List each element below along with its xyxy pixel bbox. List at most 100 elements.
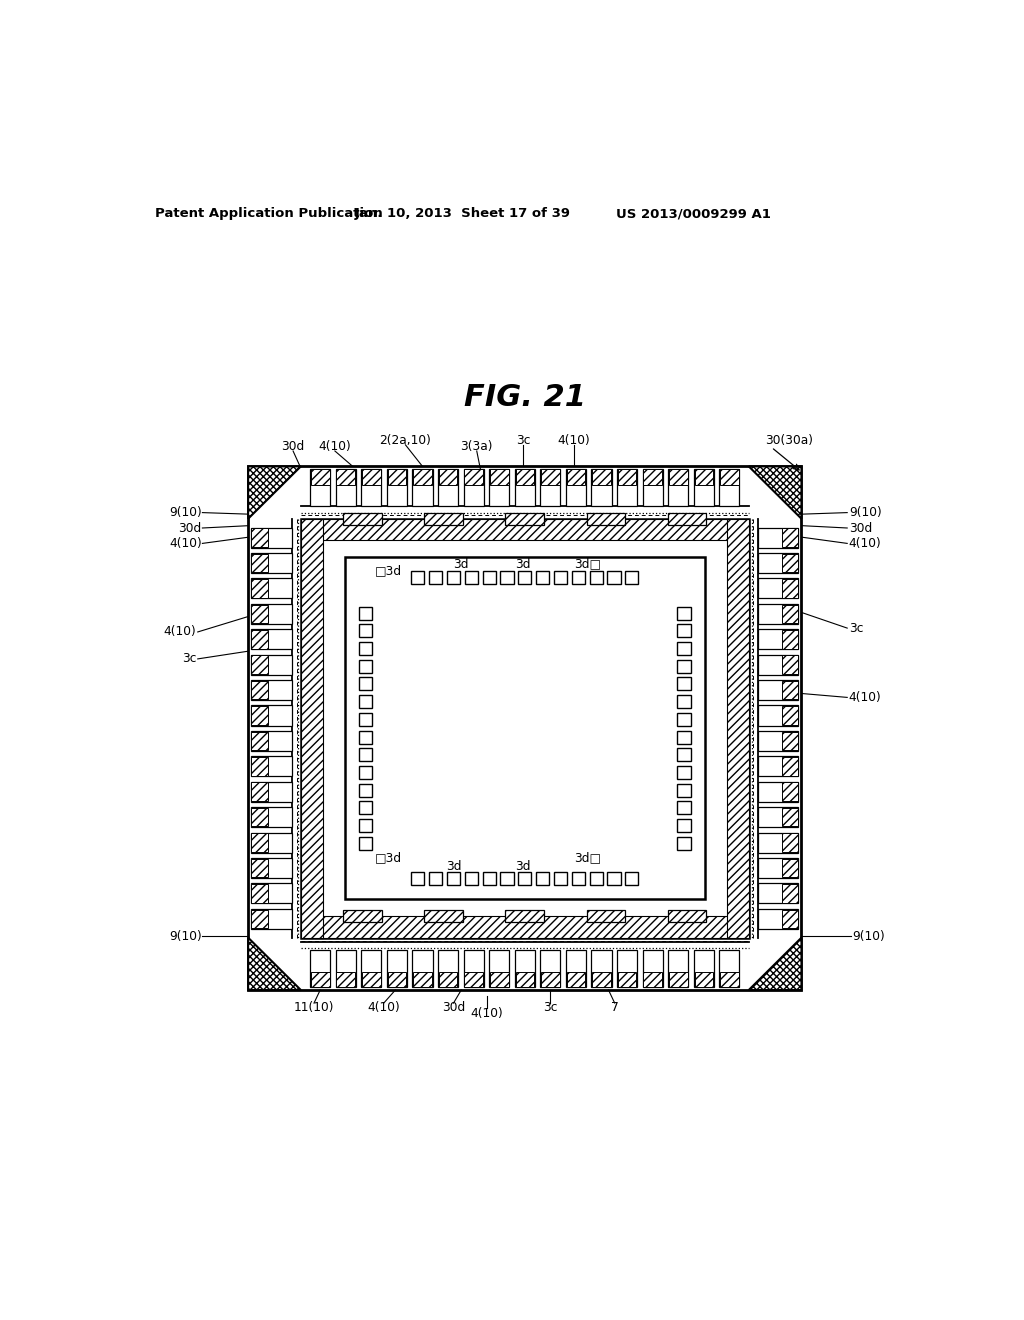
Bar: [678, 784, 690, 797]
Bar: [758, 781, 799, 801]
Bar: [489, 470, 509, 484]
Bar: [251, 807, 292, 828]
Bar: [251, 858, 292, 878]
Text: 4(10): 4(10): [164, 626, 197, 639]
Bar: [361, 950, 381, 987]
Bar: [464, 950, 483, 987]
Bar: [541, 950, 560, 987]
Bar: [251, 603, 292, 624]
Bar: [554, 572, 567, 585]
Bar: [336, 470, 356, 507]
Bar: [678, 801, 690, 814]
Bar: [678, 713, 690, 726]
Bar: [413, 470, 432, 507]
Bar: [465, 873, 478, 886]
Bar: [251, 731, 267, 750]
Bar: [758, 883, 799, 903]
Bar: [668, 909, 707, 923]
Bar: [626, 572, 638, 585]
Bar: [489, 972, 509, 987]
Bar: [782, 758, 799, 776]
Bar: [489, 950, 509, 987]
Bar: [643, 950, 663, 987]
Bar: [566, 972, 586, 987]
Bar: [607, 572, 621, 585]
Text: 3(3a): 3(3a): [461, 440, 493, 453]
Bar: [438, 470, 458, 484]
Bar: [301, 916, 749, 937]
Bar: [251, 681, 267, 700]
Bar: [758, 756, 799, 776]
Bar: [359, 748, 372, 762]
Bar: [251, 859, 267, 878]
Bar: [678, 660, 690, 673]
Bar: [782, 808, 799, 826]
Bar: [414, 972, 432, 987]
Bar: [359, 818, 372, 832]
Bar: [678, 748, 690, 762]
Text: 9(10): 9(10): [849, 506, 882, 519]
Bar: [301, 519, 749, 937]
Bar: [446, 572, 460, 585]
Bar: [251, 680, 292, 700]
Bar: [758, 578, 799, 598]
Bar: [446, 873, 460, 886]
Bar: [678, 766, 690, 779]
Polygon shape: [749, 937, 802, 990]
Bar: [541, 470, 560, 484]
Bar: [359, 696, 372, 708]
Bar: [361, 470, 381, 507]
Bar: [782, 833, 799, 851]
Bar: [758, 858, 799, 878]
Text: 11(10): 11(10): [294, 1001, 334, 1014]
Bar: [464, 470, 483, 484]
Text: 3c: 3c: [543, 1001, 558, 1014]
Bar: [541, 972, 560, 987]
Bar: [571, 572, 585, 585]
Bar: [482, 873, 496, 886]
Bar: [758, 705, 799, 726]
Bar: [758, 630, 799, 649]
Bar: [758, 807, 799, 828]
Bar: [251, 630, 292, 649]
Text: 3c: 3c: [181, 652, 197, 665]
Bar: [693, 950, 714, 987]
Bar: [668, 512, 707, 525]
Bar: [607, 873, 621, 886]
Text: 30(30a): 30(30a): [765, 434, 813, 447]
Bar: [388, 470, 407, 484]
Bar: [758, 680, 799, 700]
Bar: [758, 603, 799, 624]
Bar: [782, 681, 799, 700]
Bar: [694, 972, 713, 987]
Text: 3d: 3d: [454, 557, 469, 570]
Bar: [669, 470, 688, 507]
Bar: [387, 950, 407, 987]
Text: □3d: □3d: [375, 851, 401, 865]
Bar: [678, 818, 690, 832]
Bar: [251, 833, 267, 851]
Bar: [251, 908, 292, 929]
Bar: [515, 950, 535, 987]
Bar: [310, 950, 331, 987]
Bar: [782, 884, 799, 903]
Text: 3c: 3c: [516, 434, 530, 446]
Bar: [669, 950, 688, 987]
Bar: [758, 528, 799, 548]
Bar: [587, 909, 626, 923]
Text: US 2013/0009299 A1: US 2013/0009299 A1: [616, 207, 771, 220]
Bar: [758, 731, 799, 751]
Text: 9(10): 9(10): [169, 929, 202, 942]
Bar: [782, 783, 799, 801]
Bar: [694, 470, 713, 484]
Bar: [337, 972, 355, 987]
Bar: [412, 873, 424, 886]
Bar: [359, 713, 372, 726]
Bar: [251, 731, 292, 751]
Bar: [592, 972, 611, 987]
Bar: [251, 884, 267, 903]
Bar: [251, 756, 292, 776]
Bar: [590, 873, 603, 886]
Bar: [518, 873, 531, 886]
Bar: [669, 972, 687, 987]
